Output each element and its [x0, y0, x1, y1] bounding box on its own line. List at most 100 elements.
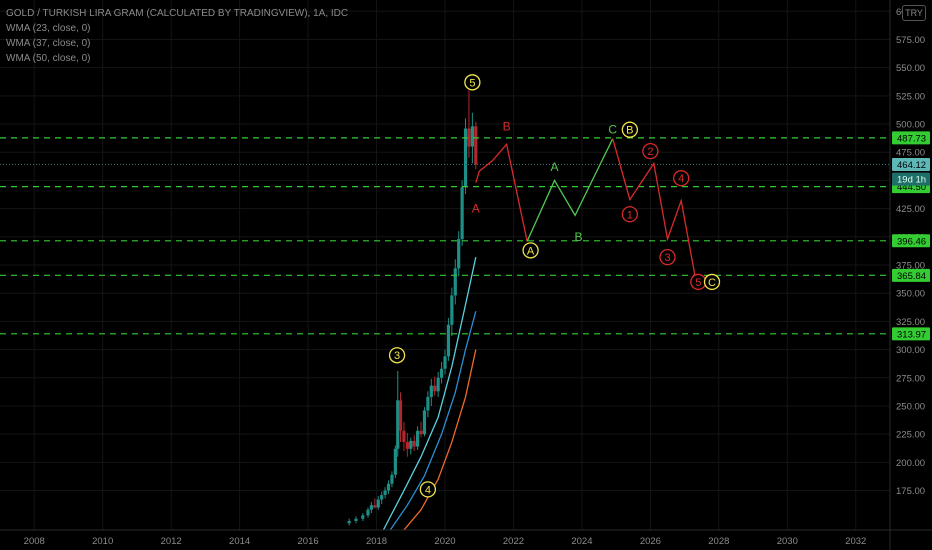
current-price-badge-bg — [892, 158, 930, 172]
wave-projection — [475, 138, 696, 276]
candle — [457, 231, 461, 277]
candle-body — [386, 483, 391, 491]
indicator-wma-23[interactable]: WMA (23, close, 0) — [6, 23, 91, 34]
candle-body — [396, 400, 400, 449]
candle-body — [383, 490, 387, 496]
candle-body — [369, 505, 374, 510]
y-tick-label: 575.00 — [896, 35, 925, 46]
indicator-wma-50[interactable]: WMA (50, close, 0) — [6, 53, 91, 64]
price-level-badge: 365.84 — [892, 268, 930, 282]
wma-line — [389, 311, 477, 531]
candle — [416, 426, 420, 450]
candle-body — [450, 295, 454, 325]
candle — [386, 480, 391, 494]
wave-label-text: A — [551, 160, 559, 174]
x-tick-label: 2032 — [845, 536, 866, 547]
candle-body — [463, 128, 468, 188]
wave-label-circle: B — [621, 121, 638, 138]
price-level-badge: 487.73 — [892, 131, 930, 145]
candle — [422, 407, 427, 437]
y-tick-label: 225.00 — [896, 430, 925, 441]
candle — [366, 507, 370, 518]
countdown-badge-text: 19d 1h — [897, 175, 926, 186]
candle — [450, 287, 454, 337]
candle — [436, 372, 440, 397]
candle — [429, 378, 433, 406]
candle-body — [366, 509, 370, 516]
wave-circle — [621, 206, 638, 223]
price-level-badge: 313.97 — [892, 327, 930, 341]
candle — [463, 118, 468, 194]
wave-circle — [621, 121, 638, 138]
candle-body — [433, 385, 437, 392]
wave-label-text: 4 — [425, 484, 431, 496]
wave-label-circle: A — [522, 242, 539, 259]
legend: GOLD / TURKISH LIRA GRAM (CALCULATED BY … — [6, 6, 348, 66]
wave-label-text: 1 — [627, 209, 633, 221]
candle — [361, 513, 365, 521]
candle — [426, 391, 430, 418]
candle-body — [439, 368, 444, 378]
candle-body — [409, 440, 413, 449]
price-level-badge-text: 313.97 — [897, 329, 926, 340]
chart-title: GOLD / TURKISH LIRA GRAM (CALCULATED BY … — [6, 8, 349, 19]
price-level-badge-bg — [892, 327, 930, 341]
candle — [419, 421, 423, 438]
y-tick-label: 350.00 — [896, 289, 925, 300]
candle — [443, 349, 447, 375]
wave-label-text: 3 — [394, 350, 400, 362]
countdown-badge-bg — [892, 172, 930, 186]
wave-label-text: B — [574, 230, 582, 244]
y-tick-label: 275.00 — [896, 373, 925, 384]
x-tick-label: 2010 — [92, 536, 113, 547]
y-tick-label: 375.00 — [896, 261, 925, 272]
x-tick-label: 2018 — [366, 536, 387, 547]
candle-body — [373, 505, 377, 508]
candle-body — [429, 385, 433, 397]
currency-badge[interactable]: TRY — [902, 5, 926, 21]
wave-label-circle: 5 — [690, 273, 707, 291]
y-tick-label: 500.00 — [896, 120, 925, 131]
price-levels[interactable] — [0, 137, 890, 335]
wave-circle — [464, 74, 481, 91]
wave-label-text: 5 — [469, 77, 475, 89]
x-tick-label: 2030 — [777, 536, 798, 547]
x-tick-label: 2020 — [434, 536, 455, 547]
projection-green-abc — [526, 138, 614, 242]
wave-label-text: A — [472, 202, 480, 216]
projection-red-abc — [475, 142, 528, 242]
wave-label-text: 3 — [664, 252, 670, 264]
candle — [446, 318, 451, 361]
wave-circle — [673, 170, 690, 187]
wave-label-text: B — [626, 125, 633, 137]
countdown-badge: 19d 1h — [892, 172, 930, 186]
candle — [470, 112, 474, 164]
price-level-badge-text: 444.50 — [897, 182, 926, 193]
current-price-badge: 464.12 — [892, 158, 930, 172]
candle — [405, 433, 409, 457]
candle-body — [422, 410, 427, 435]
candle — [433, 376, 437, 396]
price-level-badge: 396.46 — [892, 234, 930, 248]
price-level-badge-text: 365.84 — [897, 271, 926, 282]
projection-red-impulse — [612, 138, 696, 276]
x-tick-label: 2022 — [503, 536, 524, 547]
indicator-wma-37[interactable]: WMA (37, close, 0) — [6, 38, 91, 49]
wave-label-circle: 4 — [673, 170, 690, 187]
candles — [347, 90, 478, 526]
candle — [390, 471, 394, 488]
wave-label-circle: 4 — [419, 481, 437, 498]
wave-label-text: C — [708, 277, 716, 289]
candle-body — [402, 430, 406, 443]
price-level-badge-bg — [892, 268, 930, 282]
candle-body — [470, 126, 474, 147]
candle — [380, 491, 384, 505]
candle — [376, 496, 380, 510]
candle-body — [393, 448, 397, 475]
candle-body — [376, 499, 380, 508]
candle-body — [390, 474, 394, 484]
x-tick-label: 2016 — [298, 536, 319, 547]
